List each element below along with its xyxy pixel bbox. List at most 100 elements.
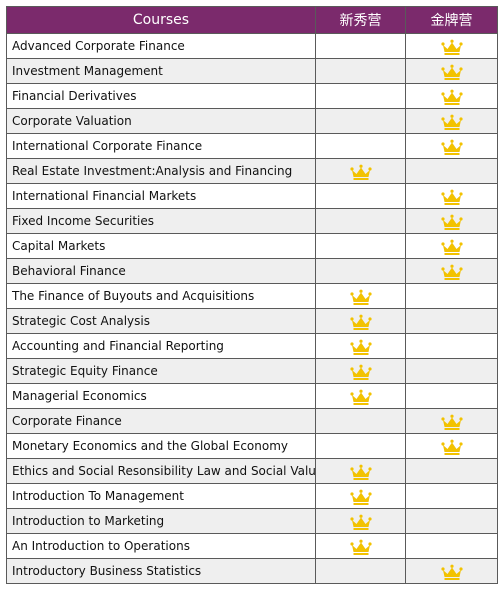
course-name: Capital Markets — [6, 233, 316, 259]
camp-cell — [405, 408, 498, 434]
course-name: Monetary Economics and the Global Econom… — [6, 433, 316, 459]
crown-icon — [440, 414, 463, 430]
course-row: Monetary Economics and the Global Econom… — [6, 433, 498, 459]
camp-cell — [315, 158, 406, 184]
course-name: The Finance of Buyouts and Acquisitions — [6, 283, 316, 309]
course-row: Real Estate Investment:Analysis and Fina… — [6, 158, 498, 184]
course-name: Strategic Cost Analysis — [6, 308, 316, 334]
camp-cell — [405, 558, 498, 584]
course-row: Advanced Corporate Finance — [6, 33, 498, 59]
camp-cell — [405, 508, 498, 534]
camp-cell — [315, 108, 406, 134]
course-name: Investment Management — [6, 58, 316, 84]
camp-cell — [405, 33, 498, 59]
crown-icon — [349, 464, 372, 480]
course-row: Financial Derivatives — [6, 83, 498, 109]
course-row: International Corporate Finance — [6, 133, 498, 159]
camp-cell — [405, 58, 498, 84]
crown-icon — [440, 114, 463, 130]
camp-cell — [315, 533, 406, 559]
camp-cell — [315, 333, 406, 359]
crown-icon — [349, 164, 372, 180]
camp-cell — [315, 458, 406, 484]
course-row: Strategic Cost Analysis — [6, 308, 498, 334]
camp-cell — [405, 308, 498, 334]
course-row: Introduction to Marketing — [6, 508, 498, 534]
crown-icon — [349, 314, 372, 330]
crown-icon — [440, 64, 463, 80]
camp-cell — [315, 508, 406, 534]
crown-icon — [349, 289, 372, 305]
course-name: Introductory Business Statistics — [6, 558, 316, 584]
course-row: Capital Markets — [6, 233, 498, 259]
course-name: Strategic Equity Finance — [6, 358, 316, 384]
camp-cell — [405, 383, 498, 409]
camp-cell — [405, 208, 498, 234]
course-name: Financial Derivatives — [6, 83, 316, 109]
course-name: Fixed Income Securities — [6, 208, 316, 234]
course-name: Ethics and Social Resonsibility Law and … — [6, 458, 316, 484]
course-name: Managerial Economics — [6, 383, 316, 409]
course-row: Behavioral Finance — [6, 258, 498, 284]
camp-cell — [405, 358, 498, 384]
course-name: Corporate Finance — [6, 408, 316, 434]
course-row: An Introduction to Operations — [6, 533, 498, 559]
camp-cell — [315, 558, 406, 584]
crown-icon — [440, 89, 463, 105]
crown-icon — [349, 364, 372, 380]
crown-icon — [349, 339, 372, 355]
camp-cell — [405, 258, 498, 284]
course-row: Ethics and Social Resonsibility Law and … — [6, 458, 498, 484]
course-row: Fixed Income Securities — [6, 208, 498, 234]
course-table: Courses 新秀营 金牌营 Advanced Corporate Finance… — [6, 6, 498, 584]
camp-cell — [405, 458, 498, 484]
camp-cell — [315, 208, 406, 234]
course-name: Introduction To Management — [6, 483, 316, 509]
camp-cell — [315, 483, 406, 509]
camp-cell — [405, 433, 498, 459]
camp-cell — [405, 533, 498, 559]
course-row: Strategic Equity Finance — [6, 358, 498, 384]
camp-cell — [315, 283, 406, 309]
crown-icon — [440, 214, 463, 230]
camp-cell — [405, 183, 498, 209]
crown-icon — [349, 389, 372, 405]
crown-icon — [349, 489, 372, 505]
course-table-wrap: Courses 新秀营 金牌营 Advanced Corporate Finance… — [6, 6, 498, 584]
camp-cell — [315, 383, 406, 409]
crown-icon — [440, 39, 463, 55]
crown-icon — [440, 264, 463, 280]
camp-cell — [405, 108, 498, 134]
camp-cell — [315, 33, 406, 59]
camp-cell — [405, 283, 498, 309]
camp-cell — [315, 408, 406, 434]
course-name: Behavioral Finance — [6, 258, 316, 284]
crown-icon — [440, 189, 463, 205]
course-row: Introductory Business Statistics — [6, 558, 498, 584]
camp-cell — [315, 58, 406, 84]
course-name: Corporate Valuation — [6, 108, 316, 134]
camp-cell — [315, 133, 406, 159]
crown-icon — [440, 239, 463, 255]
camp-cell — [405, 483, 498, 509]
course-name: International Corporate Finance — [6, 133, 316, 159]
crown-icon — [440, 139, 463, 155]
course-row: Investment Management — [6, 58, 498, 84]
course-row: Introduction To Management — [6, 483, 498, 509]
course-row: The Finance of Buyouts and Acquisitions — [6, 283, 498, 309]
course-row: Corporate Finance — [6, 408, 498, 434]
course-name: An Introduction to Operations — [6, 533, 316, 559]
camp-cell — [315, 308, 406, 334]
camp-cell — [315, 358, 406, 384]
crown-icon — [440, 439, 463, 455]
header-cell: 新秀营 — [315, 6, 406, 34]
course-name: International Financial Markets — [6, 183, 316, 209]
camp-cell — [315, 258, 406, 284]
camp-cell — [405, 333, 498, 359]
header-cell: 金牌营 — [405, 6, 498, 34]
camp-cell — [315, 83, 406, 109]
course-name: Advanced Corporate Finance — [6, 33, 316, 59]
header-cell: Courses — [6, 6, 316, 34]
camp-cell — [315, 233, 406, 259]
